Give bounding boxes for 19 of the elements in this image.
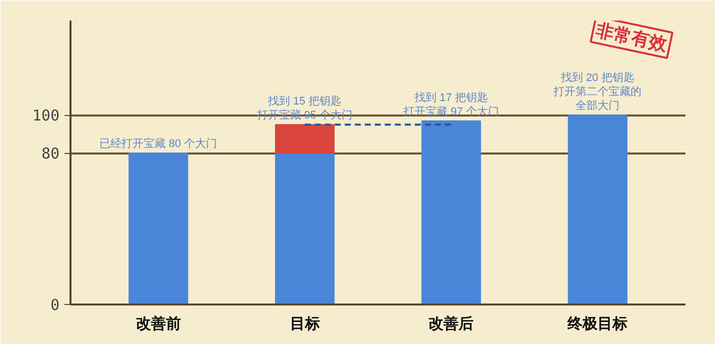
bar <box>275 124 335 154</box>
x-tick-label: 改善前 <box>136 314 181 332</box>
annotation: 非常有效 <box>593 20 670 55</box>
bar <box>275 152 335 304</box>
x-tick-label: 改善后 <box>428 314 474 332</box>
annotation: 打开第二个宝藏的 <box>552 85 642 98</box>
bar <box>128 152 188 304</box>
y-tick-label: 0 <box>50 296 60 314</box>
x-tick-label: 终极目标 <box>566 316 628 332</box>
y-tick-label: 100 <box>32 106 60 125</box>
annotation: 找到 15 把钥匙 <box>267 94 342 108</box>
annotation: 全部大门 <box>576 99 620 112</box>
bar <box>421 120 481 304</box>
x-tick-label: 目标 <box>290 316 320 332</box>
annotation: 找到 20 把钥匙 <box>560 71 634 84</box>
y-tick-label: 80 <box>41 144 60 163</box>
bar <box>568 114 628 304</box>
annotation: 找到 17 把钥匙 <box>414 90 488 104</box>
annotation: 已经打开宝藏 80 个大门 <box>100 137 218 150</box>
